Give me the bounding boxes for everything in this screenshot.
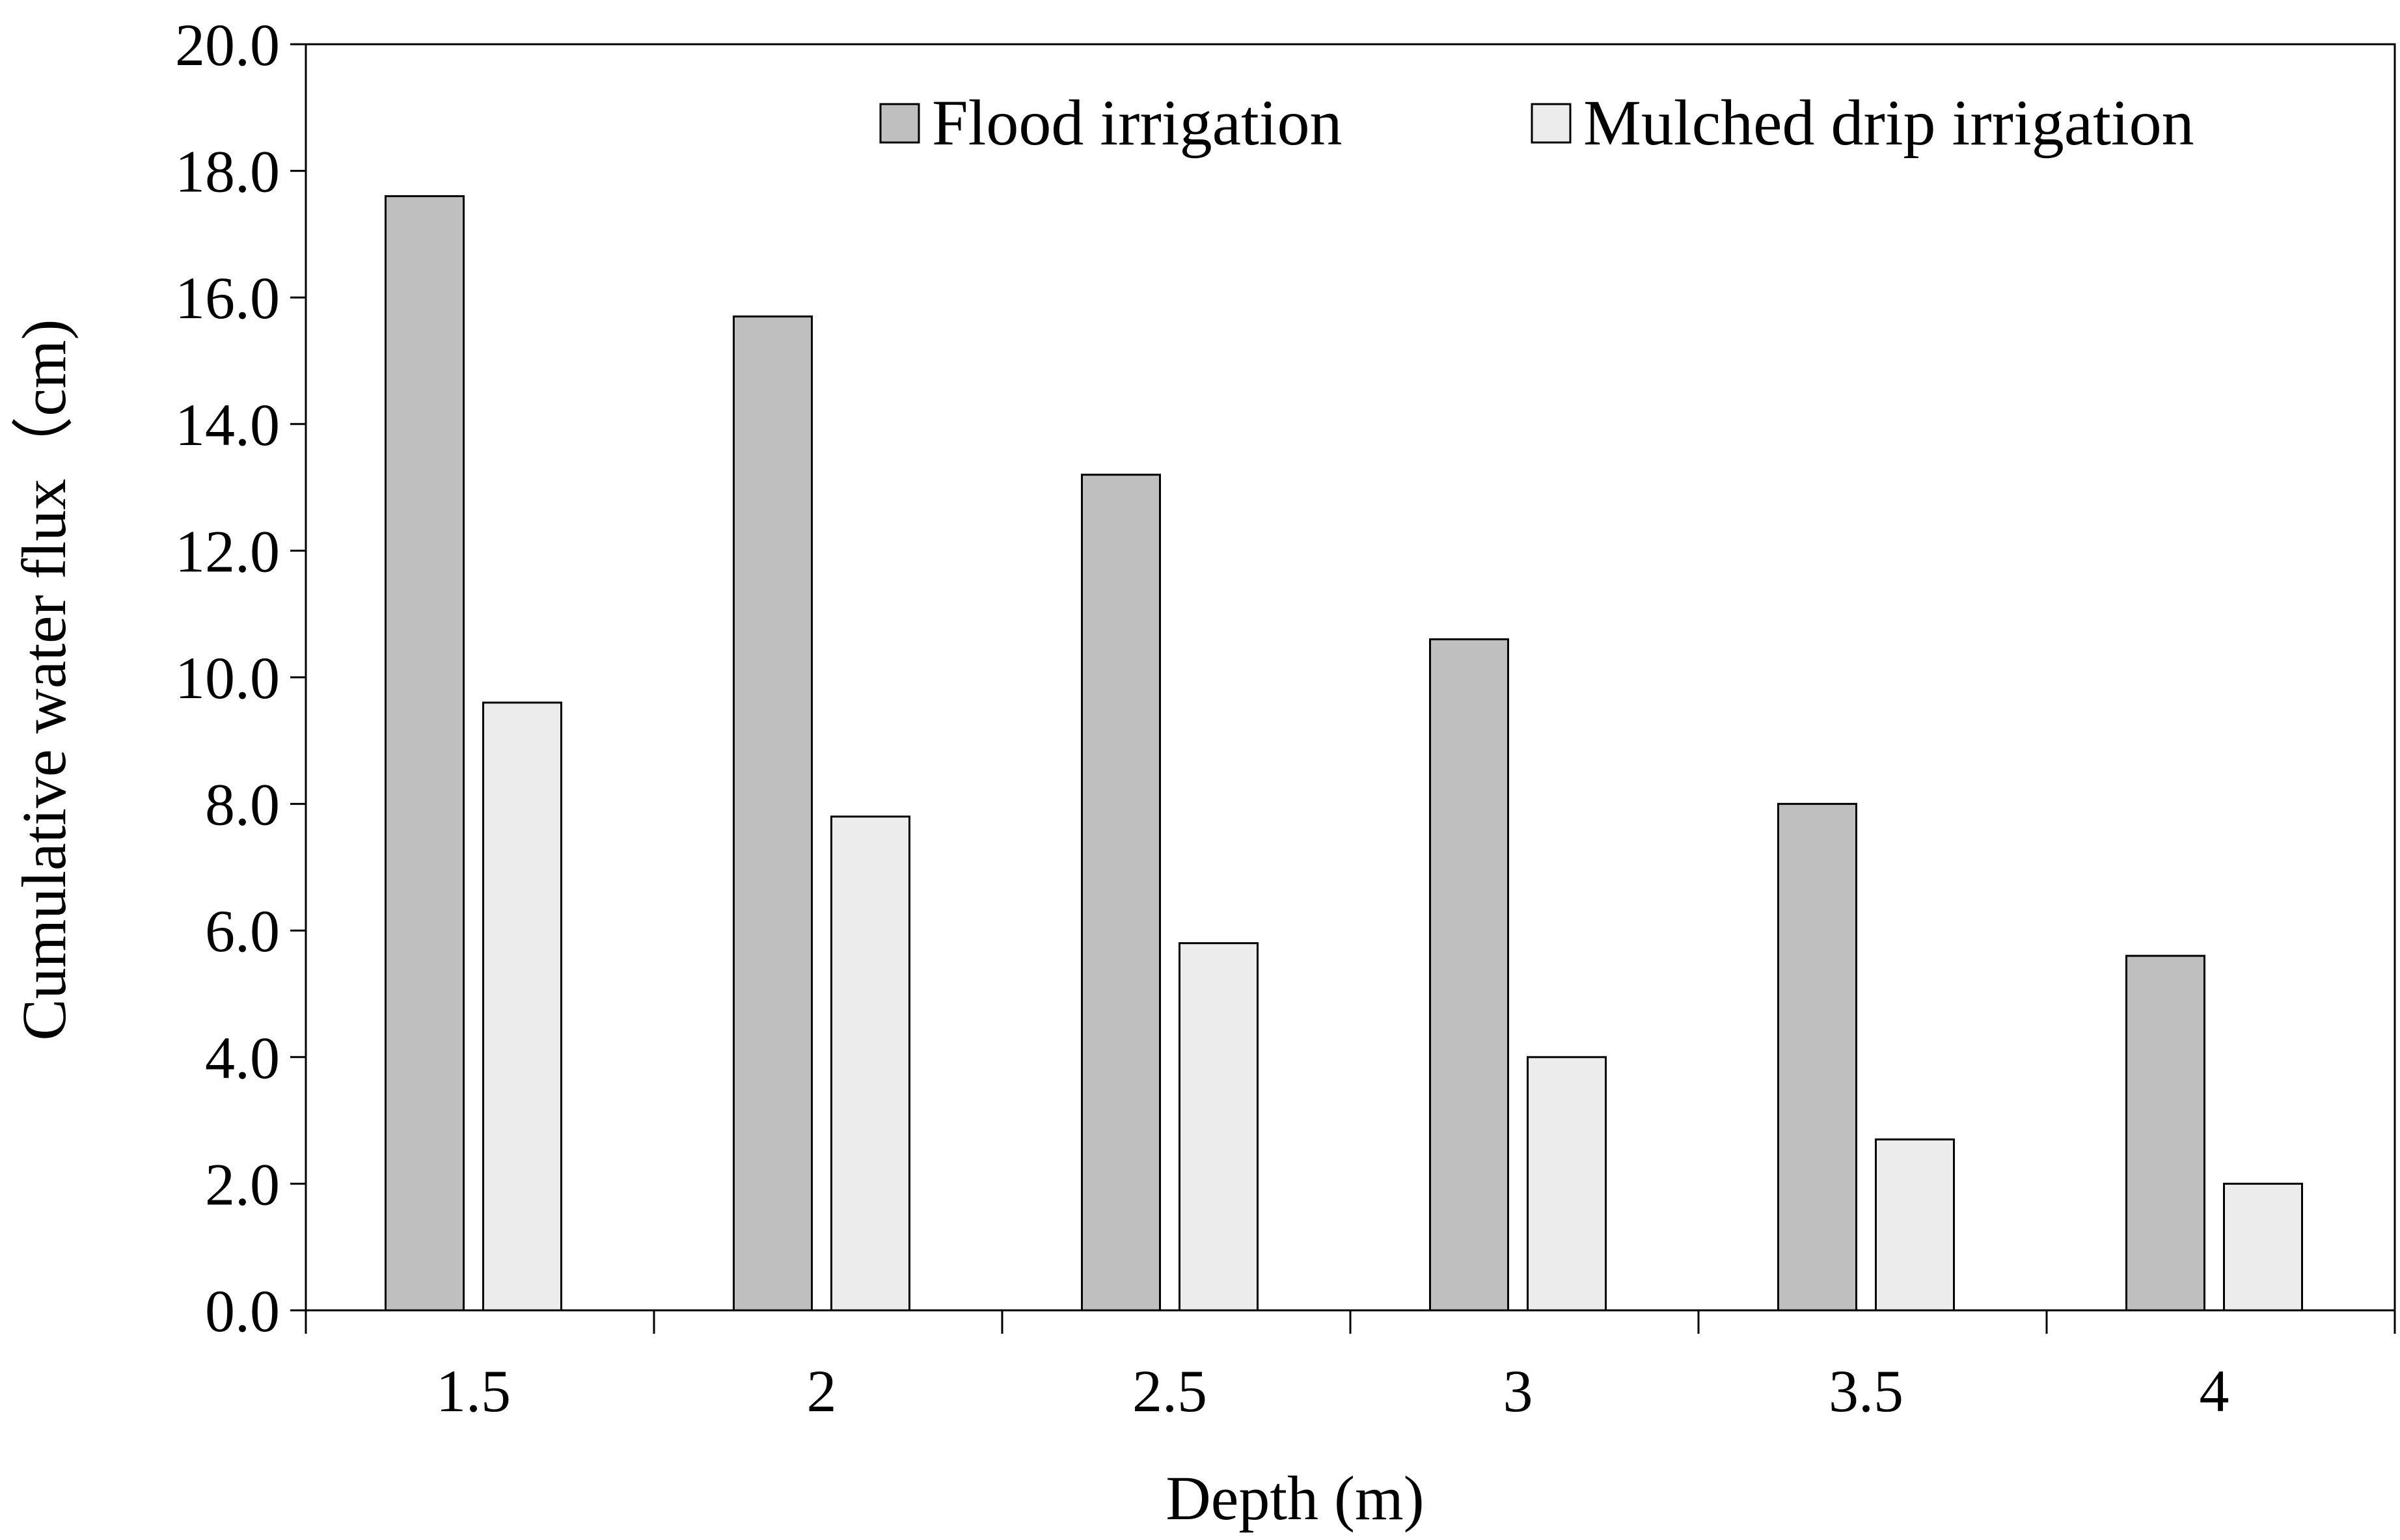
x-tick-label: 3.5 <box>1829 1358 1903 1424</box>
bar-mulched-drip-3 <box>1527 1056 1607 1312</box>
legend: Flood irrigation Mulched drip irrigation <box>879 87 2194 159</box>
legend-label-flood-irrigation: Flood irrigation <box>932 87 1343 159</box>
x-tick-label: 4 <box>2200 1358 2230 1424</box>
y-axis: 0.0 2.0 4.0 6.0 8.0 10.0 12.0 14.0 16.0 18.0 20.0 <box>175 12 306 1344</box>
bar-flood-3 <box>1429 638 1509 1312</box>
bars <box>385 195 2303 1312</box>
y-tick-label: 4.0 <box>205 1025 280 1091</box>
plot-border <box>305 43 2396 1312</box>
legend-swatch-mulched-drip-irrigation <box>1531 103 1572 144</box>
y-tick-label: 10.0 <box>175 645 280 711</box>
x-tick-label: 2 <box>807 1358 837 1424</box>
y-tick-label: 20.0 <box>175 12 280 78</box>
x-tick-label: 1.5 <box>436 1358 511 1424</box>
bar-mulched-drip-2 <box>830 815 910 1312</box>
x-axis: 1.5 2 2.5 3 3.5 4 <box>305 1310 2396 1424</box>
y-axis-title: Cumulative water flux（cm) <box>9 319 79 1040</box>
legend-swatch-flood-irrigation <box>879 103 920 144</box>
x-tick-label: 3 <box>1503 1358 1533 1424</box>
bar-mulched-drip-3.5 <box>1875 1138 1955 1312</box>
y-tick-label: 12.0 <box>175 518 280 584</box>
y-tick-label: 2.0 <box>205 1151 280 1217</box>
x-tick-label: 2.5 <box>1132 1358 1207 1424</box>
y-tick-label: 16.0 <box>175 265 280 331</box>
y-tick-label: 14.0 <box>175 392 280 458</box>
bar-flood-4 <box>2125 954 2205 1312</box>
bar-mulched-drip-1.5 <box>482 701 562 1312</box>
bar-mulched-drip-4 <box>2223 1182 2303 1312</box>
bar-flood-3.5 <box>1777 803 1857 1312</box>
bar-flood-1.5 <box>385 195 465 1312</box>
legend-label-mulched-drip-irrigation: Mulched drip irrigation <box>1583 87 2194 159</box>
y-tick-label: 18.0 <box>175 139 280 205</box>
y-tick-label: 0.0 <box>205 1278 280 1344</box>
bar-flood-2.5 <box>1081 474 1161 1312</box>
y-tick-label: 8.0 <box>205 772 280 838</box>
x-axis-title: Depth (m) <box>1166 1463 1424 1533</box>
plot-frame <box>305 43 2396 1312</box>
y-tick-label: 6.0 <box>205 898 280 964</box>
bar-flood-2 <box>733 315 813 1312</box>
bar-mulched-drip-2.5 <box>1179 942 1259 1312</box>
